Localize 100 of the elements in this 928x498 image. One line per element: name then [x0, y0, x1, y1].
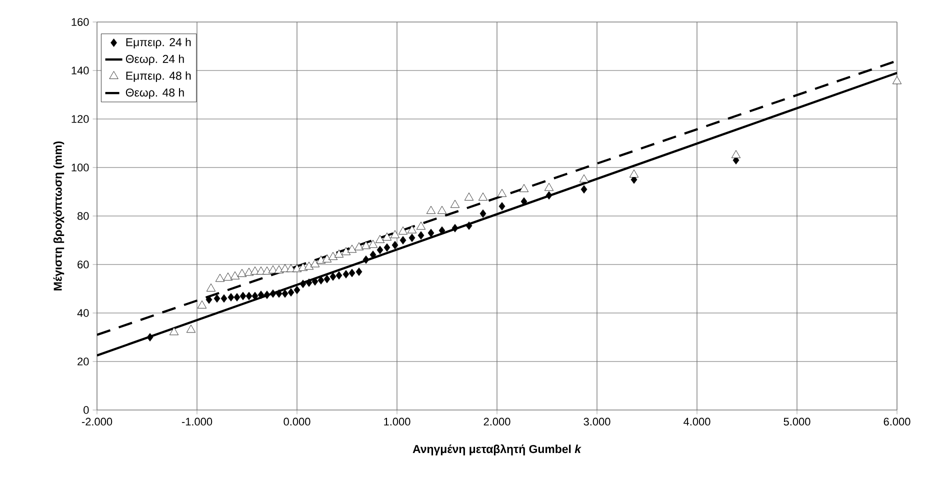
point [228, 293, 234, 302]
point [546, 191, 552, 200]
legend-label: Εμπειρ. 48 h [126, 71, 191, 82]
point [169, 327, 179, 336]
point [294, 286, 300, 294]
point [354, 242, 364, 250]
point [356, 268, 362, 276]
y-tick-label: 140 [72, 66, 89, 74]
x-tick-label: 0.000 [284, 418, 310, 426]
point [466, 222, 472, 230]
x-tick-label: 1.000 [384, 418, 410, 426]
point [330, 272, 336, 281]
point [237, 269, 247, 277]
point [368, 240, 378, 248]
y-tick-label: 40 [77, 309, 89, 317]
x-tick-label: 5.000 [784, 418, 810, 426]
point [186, 324, 196, 333]
point [580, 185, 588, 194]
point [328, 252, 338, 260]
point [220, 294, 228, 303]
x-tick-label: 4.000 [684, 418, 710, 426]
point [438, 226, 446, 235]
point [206, 284, 216, 292]
point [375, 235, 385, 243]
point [146, 333, 154, 342]
y-tick-label: 160 [72, 18, 89, 26]
point [478, 192, 488, 201]
point [384, 243, 390, 252]
point [398, 226, 408, 234]
x-tick-label: -1.000 [182, 418, 212, 426]
point [316, 256, 326, 264]
x-axis-title: Ανηγμένη μεταβλητή Gumbel k [412, 444, 582, 456]
point [336, 271, 342, 280]
point [450, 200, 460, 208]
point [629, 170, 639, 178]
point [324, 274, 330, 284]
legend-label: Θεωρ. 24 h [126, 54, 184, 66]
point [464, 192, 474, 201]
point [292, 264, 302, 272]
point [223, 272, 233, 281]
y-tick-label: 0 [84, 406, 89, 414]
point [407, 225, 417, 234]
legend-label: Εμπειρ. 24 h [126, 38, 191, 48]
point [519, 184, 529, 192]
point [416, 222, 426, 230]
point [480, 209, 486, 218]
point [310, 259, 320, 268]
point [258, 290, 264, 300]
point [544, 182, 554, 191]
y-tick-label: 100 [72, 164, 89, 172]
point [334, 250, 344, 258]
y-tick-label: 80 [78, 212, 89, 220]
point [215, 274, 225, 282]
point [418, 231, 424, 240]
y-tick-label: 120 [72, 115, 89, 123]
point [376, 246, 384, 254]
point [392, 240, 398, 250]
point [426, 206, 436, 214]
y-tick-label: 20 [78, 358, 89, 366]
point [288, 288, 294, 297]
point [264, 290, 270, 300]
point [361, 241, 371, 250]
point [322, 254, 332, 262]
point [214, 294, 220, 303]
x-tick-label: 2.000 [484, 418, 510, 426]
point [579, 174, 589, 182]
point [437, 206, 447, 214]
y-tick-label: 60 [78, 260, 89, 268]
point [428, 228, 434, 238]
y-axis-title: Μέγιστη βροχόπτωση (mm) [53, 141, 64, 290]
point [246, 292, 252, 300]
point [312, 277, 318, 286]
point [347, 244, 357, 253]
point [498, 202, 506, 210]
legend-label: Θεωρ. 48 h [126, 88, 184, 99]
point [408, 234, 416, 242]
point [497, 188, 507, 197]
point [390, 230, 400, 238]
x-tick-label: -2.000 [82, 418, 112, 426]
x-tick-label: 6.000 [884, 418, 910, 426]
point [452, 224, 458, 232]
point [240, 292, 246, 300]
point [342, 270, 350, 278]
point [274, 265, 284, 274]
point [262, 266, 272, 274]
point [318, 276, 324, 284]
point [304, 262, 314, 270]
point [362, 255, 370, 264]
point [300, 280, 306, 288]
point [731, 150, 741, 158]
point [276, 289, 282, 298]
point [400, 236, 406, 244]
x-tick-label: 3.000 [584, 418, 610, 426]
point [306, 278, 312, 287]
point [244, 268, 254, 276]
point [282, 289, 288, 298]
point [382, 232, 392, 241]
point [234, 293, 240, 302]
point [892, 76, 902, 84]
point [197, 300, 207, 308]
